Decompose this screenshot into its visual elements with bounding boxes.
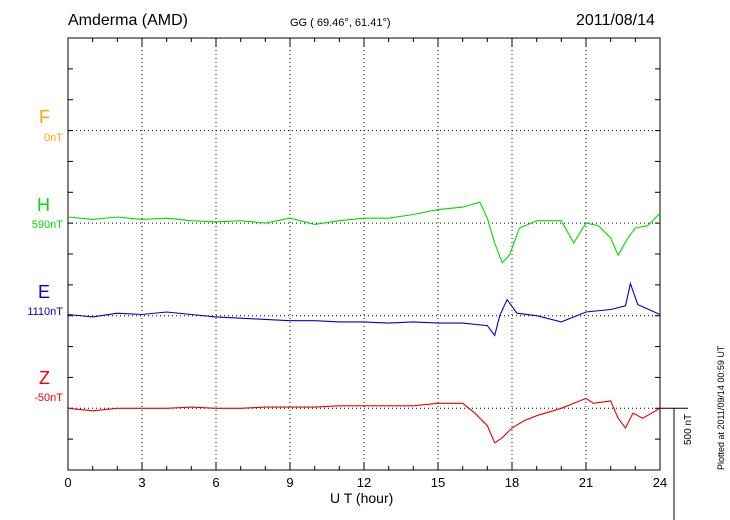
chart-date: 2011/08/14 <box>576 12 655 29</box>
x-tick-label: 15 <box>431 475 445 490</box>
station-coordinates: GG ( 69.46°, 61.41°) <box>290 17 391 29</box>
component-z-label: Z <box>39 368 50 388</box>
component-z-baseline: -50nT <box>34 392 63 404</box>
x-tick-label: 0 <box>64 475 71 490</box>
x-tick-label: 24 <box>653 475 667 490</box>
x-tick-label: 12 <box>357 475 371 490</box>
x-tick-label: 3 <box>138 475 145 490</box>
component-h-label: H <box>37 195 50 215</box>
component-f-label: F <box>39 107 50 127</box>
plotted-timestamp: Plotted at 2011/09/14 00:59 UT <box>716 345 726 470</box>
x-tick-label: 21 <box>579 475 593 490</box>
station-title: Amderma (AMD) <box>68 12 189 29</box>
scale-bar-label: 500 nT <box>683 413 694 445</box>
component-e-baseline: 1110nT <box>27 306 63 318</box>
trace-z <box>67 397 661 444</box>
component-e-label: E <box>37 282 50 302</box>
x-tick-label: 18 <box>505 475 519 490</box>
x-axis-label: U T (hour) <box>330 490 394 506</box>
component-h-baseline: 590nT <box>31 219 63 231</box>
trace-h <box>67 201 661 264</box>
trace-e <box>67 281 661 337</box>
x-tick-label: 6 <box>212 475 219 490</box>
component-f-baseline: 0nT <box>44 132 63 144</box>
plot-frame <box>67 37 661 471</box>
x-tick-label: 9 <box>286 475 293 490</box>
